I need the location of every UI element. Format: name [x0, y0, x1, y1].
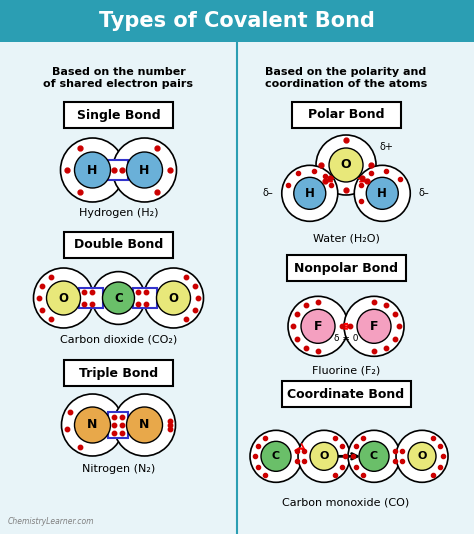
Circle shape [156, 281, 191, 315]
Bar [134, 288, 157, 308]
Circle shape [62, 394, 124, 456]
Circle shape [92, 272, 145, 324]
Circle shape [46, 281, 81, 315]
Text: δ+: δ+ [379, 142, 393, 152]
Circle shape [34, 268, 93, 328]
Text: Nonpolar Bond: Nonpolar Bond [294, 262, 398, 275]
Text: Single Bond: Single Bond [77, 108, 160, 122]
Circle shape [74, 407, 110, 443]
Circle shape [348, 430, 400, 482]
Text: C: C [272, 451, 280, 461]
Circle shape [366, 177, 398, 209]
Circle shape [288, 296, 348, 356]
Circle shape [113, 394, 175, 456]
Text: C: C [114, 292, 123, 304]
Circle shape [301, 309, 335, 343]
Circle shape [396, 430, 448, 482]
Text: Based on the polarity and
coordination of the atoms: Based on the polarity and coordination o… [265, 67, 427, 89]
Text: Hydrogen (H₂): Hydrogen (H₂) [79, 208, 158, 218]
Text: O: O [58, 292, 69, 304]
Text: H: H [305, 187, 315, 200]
FancyBboxPatch shape [292, 102, 401, 128]
Circle shape [112, 138, 176, 202]
FancyBboxPatch shape [64, 102, 173, 128]
Bar [109, 160, 128, 180]
Circle shape [127, 407, 163, 443]
Text: H: H [139, 163, 150, 177]
Circle shape [127, 152, 163, 188]
Text: H: H [87, 163, 98, 177]
Bar [80, 288, 103, 308]
Circle shape [282, 166, 338, 221]
Circle shape [102, 282, 135, 314]
Text: Carbon dioxide (CO₂): Carbon dioxide (CO₂) [60, 335, 177, 345]
Circle shape [310, 442, 338, 470]
Text: Water (H₂O): Water (H₂O) [312, 233, 380, 244]
Circle shape [357, 309, 391, 343]
Circle shape [329, 148, 363, 182]
Circle shape [344, 296, 404, 356]
Text: δ = 0: δ = 0 [334, 334, 358, 343]
Text: O: O [417, 451, 427, 461]
FancyBboxPatch shape [282, 381, 410, 407]
Text: N: N [139, 419, 150, 431]
Text: Nitrogen (N₂): Nitrogen (N₂) [82, 464, 155, 474]
Circle shape [74, 152, 110, 188]
Text: O: O [341, 159, 351, 171]
Text: Triple Bond: Triple Bond [79, 366, 158, 380]
FancyBboxPatch shape [64, 360, 173, 386]
Bar [0, 0, 474, 42]
Text: H: H [377, 187, 387, 200]
Text: Based on the number
of shared electron pairs: Based on the number of shared electron p… [44, 67, 193, 89]
FancyBboxPatch shape [64, 232, 173, 258]
Circle shape [316, 135, 376, 195]
Bar [109, 412, 128, 438]
Circle shape [61, 138, 125, 202]
Text: Double Bond: Double Bond [74, 239, 163, 252]
Text: F: F [314, 320, 322, 333]
Text: F: F [370, 320, 378, 333]
Text: Fluorine (F₂): Fluorine (F₂) [312, 365, 380, 375]
Circle shape [408, 442, 436, 470]
Text: O: O [319, 451, 328, 461]
Circle shape [250, 430, 302, 482]
Circle shape [294, 177, 326, 209]
Circle shape [144, 268, 203, 328]
Text: δ–: δ– [419, 189, 429, 198]
Text: N: N [87, 419, 98, 431]
Text: Types of Covalent Bond: Types of Covalent Bond [99, 11, 375, 31]
Circle shape [359, 441, 389, 472]
Text: Coordinate Bond: Coordinate Bond [287, 388, 405, 401]
Text: Polar Bond: Polar Bond [308, 108, 384, 122]
FancyBboxPatch shape [286, 255, 406, 281]
Circle shape [354, 166, 410, 221]
Text: O: O [168, 292, 179, 304]
Text: δ–: δ– [263, 189, 273, 198]
Text: C: C [370, 451, 378, 461]
Text: Carbon monoxide (CO): Carbon monoxide (CO) [283, 497, 410, 507]
Text: ChemistryLearner.com: ChemistryLearner.com [8, 517, 94, 526]
Circle shape [261, 441, 291, 472]
Circle shape [298, 430, 350, 482]
